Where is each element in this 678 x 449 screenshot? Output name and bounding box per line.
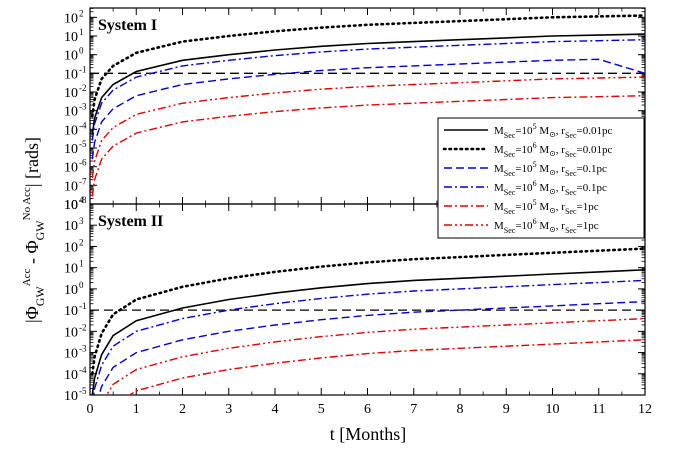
- x-tick-label: 10: [546, 402, 560, 417]
- legend-entry: MSec=106 M⊙, rSec=0.1pc: [444, 179, 607, 197]
- y-tick-exponent: -3: [79, 344, 87, 354]
- y-tick-label: 10: [64, 389, 78, 404]
- y-tick-label: 10: [64, 30, 78, 45]
- panel-title: System I: [98, 17, 157, 34]
- svg-text:|ΦGWAcc - ΦGWNo Acc| [rads]: |ΦGWAcc - ΦGWNo Acc| [rads]: [21, 137, 47, 323]
- y-tick-exponent: -5: [79, 139, 87, 149]
- legend-label: MSec=105 M⊙, rSec=0.1pc: [494, 160, 607, 178]
- series-line-4: [93, 279, 645, 395]
- series-line-2: [91, 14, 645, 118]
- panel-2: 10 -510 -410 -310 -210 -110 010 110 210 310 40 1 2 3 4…: [64, 195, 652, 417]
- y-tick-label: 10: [64, 368, 78, 383]
- y-tick-label: 10: [64, 325, 78, 340]
- y-tick-label: 10: [64, 123, 78, 138]
- x-tick-label: 5: [318, 402, 325, 417]
- x-axis-label: t [Months]: [330, 424, 407, 444]
- series-line-5: [128, 339, 645, 395]
- x-tick-label: 3: [225, 402, 232, 417]
- y-tick-exponent: -3: [79, 102, 87, 112]
- series-line-6: [105, 317, 645, 395]
- y-tick-exponent: 0: [79, 46, 84, 56]
- y-tick-exponent: 1: [79, 27, 84, 37]
- legend-label: MSec=105 M⊙, rSec=0.01pc: [494, 122, 612, 140]
- y-tick-exponent: 0: [79, 280, 84, 290]
- legend-box: [437, 117, 645, 239]
- y-tick-label: 10: [64, 198, 78, 213]
- y-tick-exponent: 4: [79, 195, 84, 205]
- x-tick-label: 12: [638, 402, 652, 417]
- x-tick-label: 7: [410, 402, 417, 417]
- y-tick-label: 10: [64, 67, 78, 82]
- y-tick-label: 10: [64, 262, 78, 277]
- y-tick-label: 10: [64, 11, 78, 26]
- series-line-5: [91, 95, 645, 197]
- series-line-2: [91, 247, 645, 376]
- y-tick-label: 10: [64, 283, 78, 298]
- y-tick-exponent: 1: [79, 259, 84, 269]
- y-tick-label: 10: [64, 179, 78, 194]
- y-tick-label: 10: [64, 347, 78, 362]
- y-tick-exponent: -8: [79, 195, 87, 205]
- y-tick-exponent: 2: [79, 237, 84, 247]
- x-tick-label: 9: [503, 402, 510, 417]
- series-line-1: [91, 33, 645, 136]
- y-tick-exponent: -4: [79, 120, 87, 130]
- y-tick-exponent: -1: [79, 301, 87, 311]
- legend-label: MSec=106 M⊙, rSec=1pc: [494, 217, 599, 235]
- legend-entry: MSec=105 M⊙, rSec=0.01pc: [444, 122, 612, 140]
- y-tick-label: 10: [64, 304, 78, 319]
- series-line-3: [91, 58, 645, 160]
- x-tick-label: 4: [272, 402, 279, 417]
- legend-entry: MSec=106 M⊙, rSec=1pc: [444, 217, 599, 235]
- series-line-3: [98, 300, 645, 395]
- x-tick-label: 8: [457, 402, 464, 417]
- legend-label: MSec=105 M⊙, rSec=1pc: [494, 198, 599, 216]
- y-tick-exponent: -6: [79, 158, 87, 168]
- x-tick-label: 6: [364, 402, 371, 417]
- y-tick-exponent: -1: [79, 64, 87, 74]
- y-tick-label: 10: [64, 198, 78, 213]
- panel-title: System II: [98, 213, 163, 230]
- legend-entry: MSec=105 M⊙, rSec=0.1pc: [444, 160, 607, 178]
- legend-entry: MSec=105 M⊙, rSec=1pc: [444, 198, 599, 216]
- y-tick-exponent: -2: [79, 322, 87, 332]
- x-tick-label: 0: [87, 402, 94, 417]
- x-tick-label: 2: [179, 402, 186, 417]
- y-tick-label: 10: [64, 86, 78, 101]
- legend-label: MSec=106 M⊙, rSec=0.01pc: [494, 141, 612, 159]
- legend-entry: MSec=106 M⊙, rSec=0.01pc: [442, 141, 612, 159]
- y-tick-label: 10: [64, 105, 78, 120]
- y-tick-label: 10: [64, 49, 78, 64]
- y-tick-exponent: -2: [79, 83, 87, 93]
- y-tick-label: 10: [64, 142, 78, 157]
- series-line-1: [91, 269, 645, 395]
- legend-label: MSec=106 M⊙, rSec=0.1pc: [494, 179, 607, 197]
- y-tick-exponent: -7: [79, 176, 87, 186]
- x-tick-label: 1: [133, 402, 140, 417]
- y-tick-exponent: -4: [79, 365, 87, 375]
- y-tick-label: 10: [64, 240, 78, 255]
- y-tick-exponent: 3: [79, 216, 84, 226]
- y-tick-label: 10: [64, 219, 78, 234]
- series-line-4: [91, 39, 645, 141]
- y-axis-label: |ΦGWAcc - ΦGWNo Acc| [rads]: [21, 137, 47, 323]
- y-tick-exponent: 2: [79, 8, 84, 18]
- y-tick-label: 10: [64, 161, 78, 176]
- y-tick-exponent: -5: [79, 386, 87, 396]
- series-line-6: [91, 76, 645, 178]
- x-tick-label: 11: [592, 402, 605, 417]
